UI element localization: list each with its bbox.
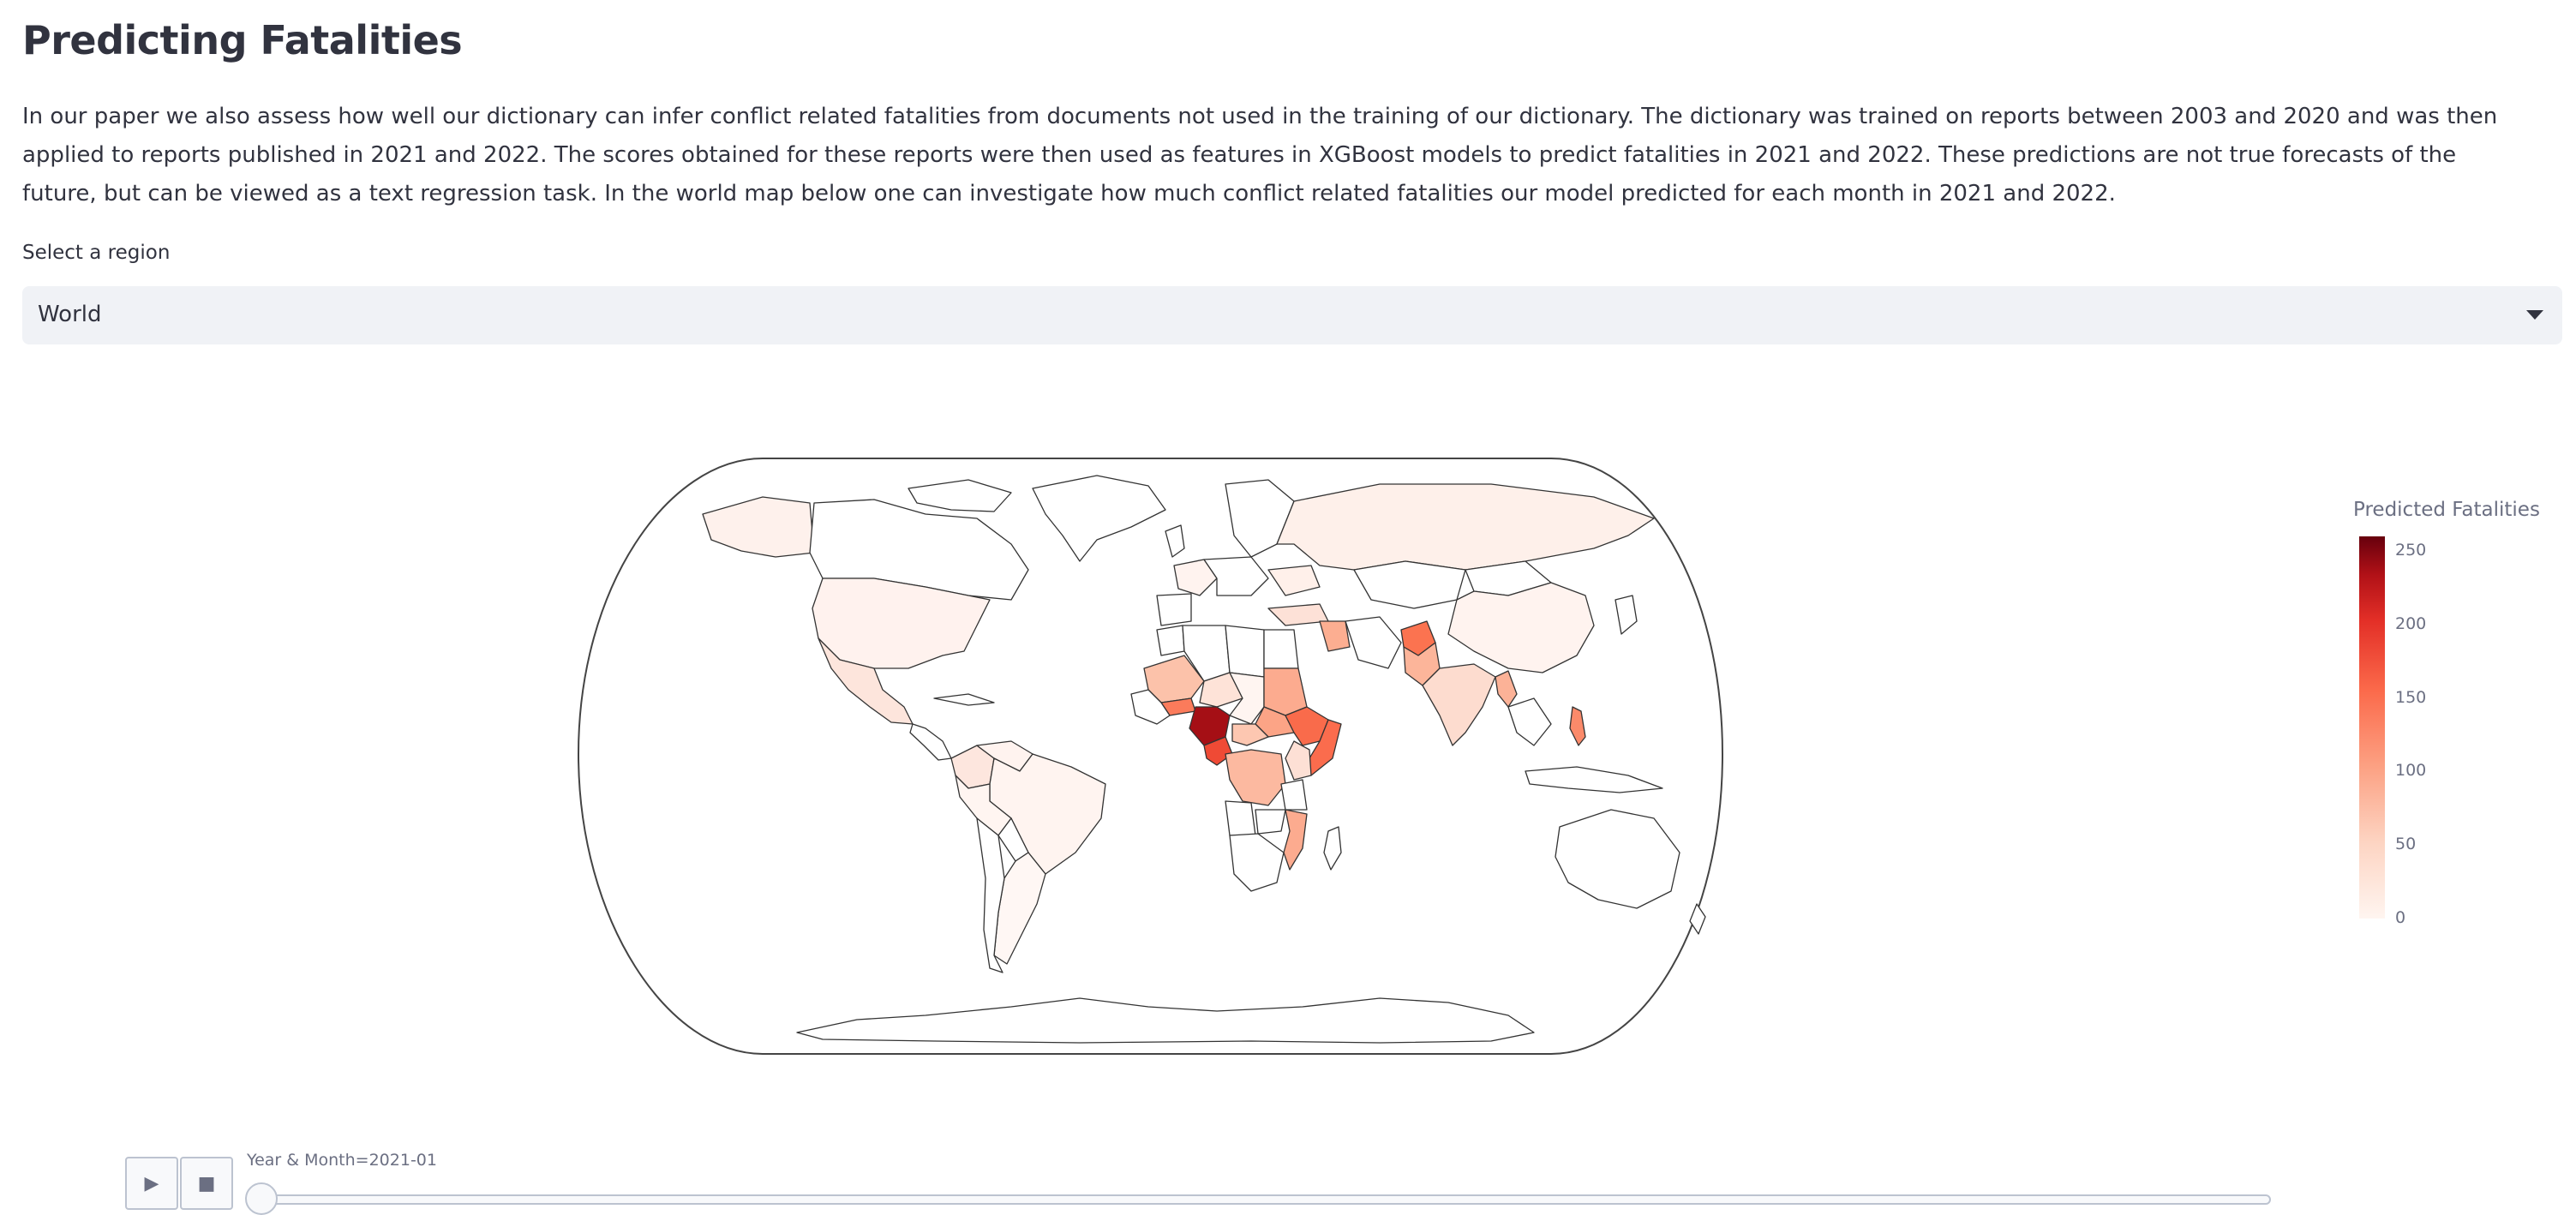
chevron-down-icon[interactable] xyxy=(2526,310,2543,320)
country-morocco[interactable] xyxy=(1156,625,1185,656)
country-egypt[interactable] xyxy=(1263,629,1299,669)
country-alaska[interactable] xyxy=(702,496,815,558)
legend-tick-label: 0 xyxy=(2395,908,2406,927)
region-select-value: World xyxy=(38,302,102,327)
legend-title: Predicted Fatalities xyxy=(2353,499,2540,521)
country-ukraine[interactable] xyxy=(1267,565,1321,596)
country-india[interactable] xyxy=(1422,663,1496,746)
country-niger[interactable] xyxy=(1199,672,1243,708)
legend-tick-label: 50 xyxy=(2395,835,2417,854)
stop-icon: ■ xyxy=(197,1172,216,1194)
country-france[interactable] xyxy=(1173,559,1218,596)
country-iran[interactable] xyxy=(1345,616,1402,669)
country-madagascar[interactable] xyxy=(1323,826,1342,871)
country-new-zealand[interactable] xyxy=(1689,903,1706,935)
country-libya[interactable] xyxy=(1225,625,1265,678)
intro-paragraph: In our paper we also assess how well our… xyxy=(22,104,2498,206)
country-syria-iraq[interactable] xyxy=(1319,620,1351,652)
country-china[interactable] xyxy=(1447,582,1595,673)
country-angola[interactable] xyxy=(1225,800,1256,836)
country-cameroon[interactable] xyxy=(1203,736,1233,766)
country-australia[interactable] xyxy=(1555,809,1680,909)
region-select-label: Select a region xyxy=(22,242,171,264)
country-west-africa[interactable] xyxy=(1130,689,1171,725)
play-button[interactable]: ▶ xyxy=(125,1157,178,1210)
country-antarctica[interactable] xyxy=(796,997,1535,1044)
country-southeast-asia[interactable] xyxy=(1507,697,1552,746)
play-icon: ▶ xyxy=(144,1172,159,1194)
legend-colorbar xyxy=(2359,536,2385,919)
country-zambia[interactable] xyxy=(1255,809,1286,835)
country-indonesia[interactable] xyxy=(1525,766,1663,793)
country-tanzania[interactable] xyxy=(1280,779,1308,811)
timeline-slider-handle[interactable] xyxy=(245,1182,278,1215)
country-central-america[interactable] xyxy=(909,723,952,761)
country-arctic-islands[interactable] xyxy=(908,479,1012,512)
country-drc[interactable] xyxy=(1225,749,1286,806)
country-uk[interactable] xyxy=(1165,524,1185,558)
country-south-africa[interactable] xyxy=(1229,833,1285,892)
country-south-sudan[interactable] xyxy=(1255,706,1295,738)
legend-tick-label: 100 xyxy=(2395,761,2427,781)
country-central-african-republic[interactable] xyxy=(1231,723,1269,746)
legend-tick-label: 150 xyxy=(2395,687,2427,707)
timeline-slider-track[interactable] xyxy=(257,1194,2271,1205)
legend-tick-label: 200 xyxy=(2395,613,2427,633)
stop-button[interactable]: ■ xyxy=(180,1157,233,1210)
country-kenya[interactable] xyxy=(1285,740,1312,781)
legend-tick-label: 250 xyxy=(2395,541,2427,560)
country-myanmar[interactable] xyxy=(1495,670,1518,708)
region-select[interactable]: World xyxy=(22,286,2562,344)
country-cuba[interactable] xyxy=(933,693,995,706)
country-chile[interactable] xyxy=(976,817,1005,973)
country-mozambique[interactable] xyxy=(1283,809,1308,871)
country-greenland[interactable] xyxy=(1032,475,1166,562)
world-map[interactable] xyxy=(566,450,1748,1067)
country-iberia[interactable] xyxy=(1156,593,1192,626)
slider-current-label: Year & Month=2021-01 xyxy=(247,1151,437,1170)
country-japan[interactable] xyxy=(1614,595,1638,635)
page-title: Predicting Fatalities xyxy=(22,17,463,63)
country-central-europe[interactable] xyxy=(1203,556,1269,596)
country-philippines[interactable] xyxy=(1569,706,1586,746)
